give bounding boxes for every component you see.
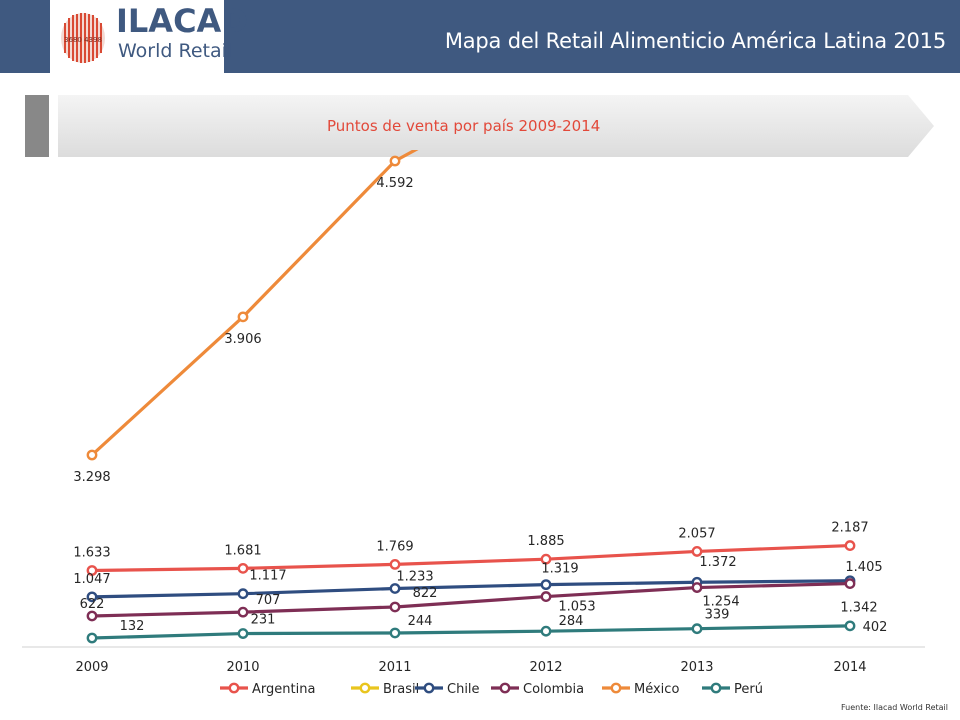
series-line-chile <box>91 579 851 599</box>
data-label-colombia: 1.254 <box>702 595 739 610</box>
data-label-mexico: 3.906 <box>224 332 261 347</box>
data-label-argentina: 2.057 <box>678 526 715 541</box>
data-label-chile: 1.319 <box>541 562 578 577</box>
chart-title: Puntos de venta por país 2009-2014 <box>327 117 601 135</box>
data-point-mexico <box>86 449 98 461</box>
data-point-argentina <box>389 558 401 570</box>
data-label-chile: 1.233 <box>396 569 433 584</box>
legend-label: Chile <box>447 682 480 697</box>
series-line-mexico <box>90 150 419 457</box>
data-point-peru <box>86 632 98 644</box>
legend-item-colombia: Colombia <box>491 682 584 697</box>
data-label-chile: 1.047 <box>73 572 110 587</box>
x-tick-label: 2013 <box>680 660 713 675</box>
data-point-chile <box>237 588 249 600</box>
legend-item-argentina: Argentina <box>220 682 315 697</box>
data-label-argentina: 1.885 <box>527 534 564 549</box>
data-point-colombia <box>691 582 703 593</box>
data-point-peru <box>844 620 856 632</box>
data-point-colombia <box>389 601 401 613</box>
data-label-colombia: 1.342 <box>840 601 877 616</box>
data-point-argentina <box>237 562 249 574</box>
data-point-chile <box>86 591 98 603</box>
page-title: Mapa del Retail Alimenticio América Lati… <box>444 29 946 53</box>
x-tick-label: 2010 <box>226 660 259 675</box>
logo-subtitle: World Retail <box>118 40 233 62</box>
line-chart: 2009 2010 2011 2012 2013 2014 1.633 1.681 1.769… <box>22 150 925 697</box>
data-label-chile: 1.405 <box>845 560 882 575</box>
legend-label: Colombia <box>523 682 584 697</box>
data-label-colombia: 707 <box>256 593 281 608</box>
data-label-colombia: 1.053 <box>558 600 595 615</box>
series-line-colombia <box>91 581 851 618</box>
data-point-mexico <box>237 311 249 323</box>
data-label-mexico: 4.592 <box>376 176 413 191</box>
data-label-peru: 284 <box>559 614 584 629</box>
legend-label: Brasil <box>383 682 419 697</box>
title-banner <box>25 95 934 157</box>
data-label-chile: 1.117 <box>249 569 286 584</box>
legend-label: Perú <box>734 682 763 697</box>
data-label-argentina: 1.681 <box>224 543 261 558</box>
logo-numbers: 3680 4398 <box>64 36 102 44</box>
data-point-mexico <box>389 155 401 167</box>
data-point-chile <box>389 583 401 594</box>
data-point-colombia <box>86 610 98 622</box>
data-label-mexico: 3.298 <box>73 470 110 485</box>
x-tick-label: 2009 <box>75 660 108 675</box>
legend-label: Argentina <box>252 682 315 697</box>
data-label-peru: 244 <box>408 614 433 629</box>
data-label-peru: 231 <box>251 613 276 628</box>
x-tick-label: 2012 <box>529 660 562 675</box>
legend-item-brasil: Brasil <box>351 682 419 697</box>
data-label-colombia: 822 <box>413 586 438 601</box>
logo: 3680 4398 ILACAD World Retail <box>50 0 248 73</box>
data-label-peru: 132 <box>120 619 145 634</box>
legend-item-peru: Perú <box>702 682 763 697</box>
data-label-argentina: 1.769 <box>376 539 413 554</box>
data-point-argentina <box>540 553 552 565</box>
series-line-peru <box>91 624 851 640</box>
data-label-colombia: 622 <box>80 597 105 612</box>
logo-text: ILACAD <box>116 2 248 40</box>
data-point-colombia <box>540 591 552 602</box>
data-label-argentina: 2.187 <box>831 521 868 536</box>
data-label-peru: 402 <box>863 620 888 635</box>
data-point-colombia <box>844 578 856 589</box>
data-point-colombia <box>237 606 249 618</box>
data-point-peru <box>691 623 703 635</box>
legend-label: México <box>634 682 679 697</box>
source-note: Fuente: Ilacad World Retail <box>840 703 948 712</box>
series-line-argentina <box>91 543 851 573</box>
data-point-peru <box>237 628 249 639</box>
logo-emblem-icon: 3680 4398 <box>61 13 105 63</box>
x-tick-label: 2014 <box>833 660 866 675</box>
data-label-chile: 1.372 <box>699 555 736 570</box>
data-point-argentina <box>691 546 703 557</box>
data-label-argentina: 1.633 <box>73 546 110 561</box>
legend-item-mexico: México <box>602 682 679 697</box>
data-point-chile <box>540 579 552 591</box>
data-point-peru <box>389 627 401 639</box>
x-tick-label: 2011 <box>378 660 411 675</box>
data-point-peru <box>540 625 552 637</box>
data-label-peru: 339 <box>705 608 730 623</box>
data-point-argentina <box>86 565 98 576</box>
data-point-argentina <box>844 540 856 551</box>
legend-item-chile: Chile <box>415 682 480 697</box>
